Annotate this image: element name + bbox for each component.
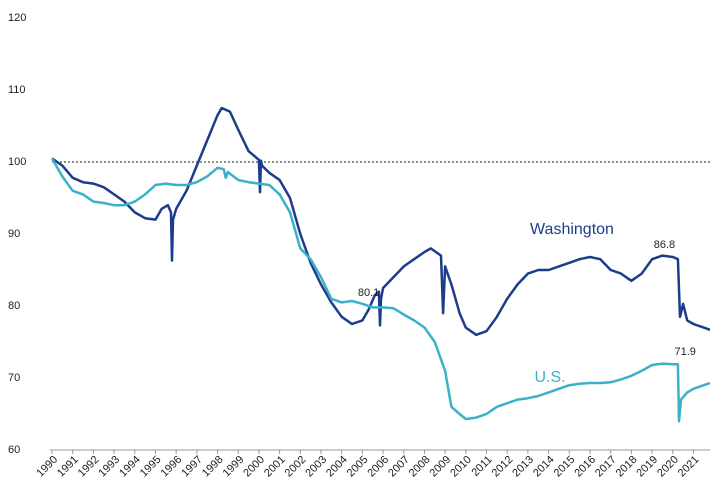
y-tick-label: 60	[8, 444, 20, 456]
y-tick-label: 120	[8, 12, 26, 24]
x-tick-label: 2007	[386, 454, 412, 480]
x-tick-label: 2005	[345, 454, 371, 480]
y-tick-label: 70	[8, 372, 20, 384]
x-tick-label: 2019	[634, 454, 660, 480]
x-tick-label: 2011	[469, 454, 494, 479]
x-tick-label: 1990	[34, 454, 60, 480]
x-tick-label: 2008	[407, 454, 433, 480]
x-tick-label: 2010	[448, 454, 474, 480]
x-tick-label: 2014	[531, 454, 557, 480]
x-tick-label: 1997	[179, 454, 205, 480]
x-tick-label: 2016	[572, 454, 598, 480]
x-tick-label: 1999	[221, 454, 247, 480]
x-tick-label: 2009	[428, 454, 454, 480]
x-tick-label: 2001	[262, 454, 288, 480]
x-tick-label: 2002	[283, 454, 309, 480]
series-line	[50, 157, 711, 423]
x-tick-label: 2020	[655, 454, 681, 480]
series-label: Washington	[530, 221, 614, 238]
x-tick-label: 1996	[159, 454, 185, 480]
annotation: 86.8	[654, 239, 675, 251]
x-tick-label: 1991	[55, 454, 81, 480]
x-tick-label: 1994	[117, 454, 143, 480]
x-tick-label: 2012	[490, 454, 516, 480]
series-line	[51, 106, 711, 337]
x-tick-label: 2013	[510, 454, 536, 480]
y-tick-label: 90	[8, 228, 20, 240]
x-tick-label: 2006	[365, 454, 391, 480]
series-label: U.S.	[534, 369, 565, 386]
y-tick-label: 100	[8, 156, 26, 168]
x-tick-label: 2017	[593, 454, 619, 480]
y-tick-label: 110	[8, 84, 26, 96]
y-tick-label: 80	[8, 300, 20, 312]
x-tick-label: 2021	[676, 454, 702, 480]
x-tick-label: 1993	[96, 454, 122, 480]
x-tick-label: 2004	[324, 454, 350, 480]
x-tick-label: 2003	[303, 454, 329, 480]
x-tick-label: 1998	[200, 454, 226, 480]
x-tick-label: 2000	[241, 454, 267, 480]
annotation: 71.9	[674, 346, 695, 358]
x-tick-label: 2015	[552, 454, 578, 480]
annotation: 80.1	[358, 287, 379, 299]
x-tick-label: 1995	[138, 454, 164, 480]
x-tick-label: 2018	[614, 454, 640, 480]
x-tick-label: 1992	[76, 454, 102, 480]
